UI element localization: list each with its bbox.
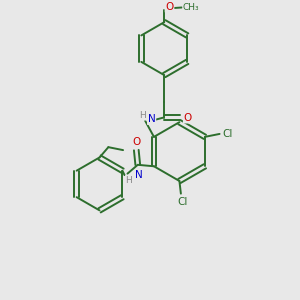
Text: H: H [140, 111, 146, 120]
Text: N: N [148, 114, 155, 124]
Text: N: N [135, 170, 143, 180]
Text: O: O [165, 2, 174, 12]
Text: O: O [132, 137, 140, 147]
Text: H: H [126, 176, 132, 185]
Text: CH₃: CH₃ [183, 3, 200, 12]
Text: O: O [184, 113, 192, 123]
Text: Cl: Cl [222, 129, 233, 139]
Text: Cl: Cl [177, 197, 188, 208]
